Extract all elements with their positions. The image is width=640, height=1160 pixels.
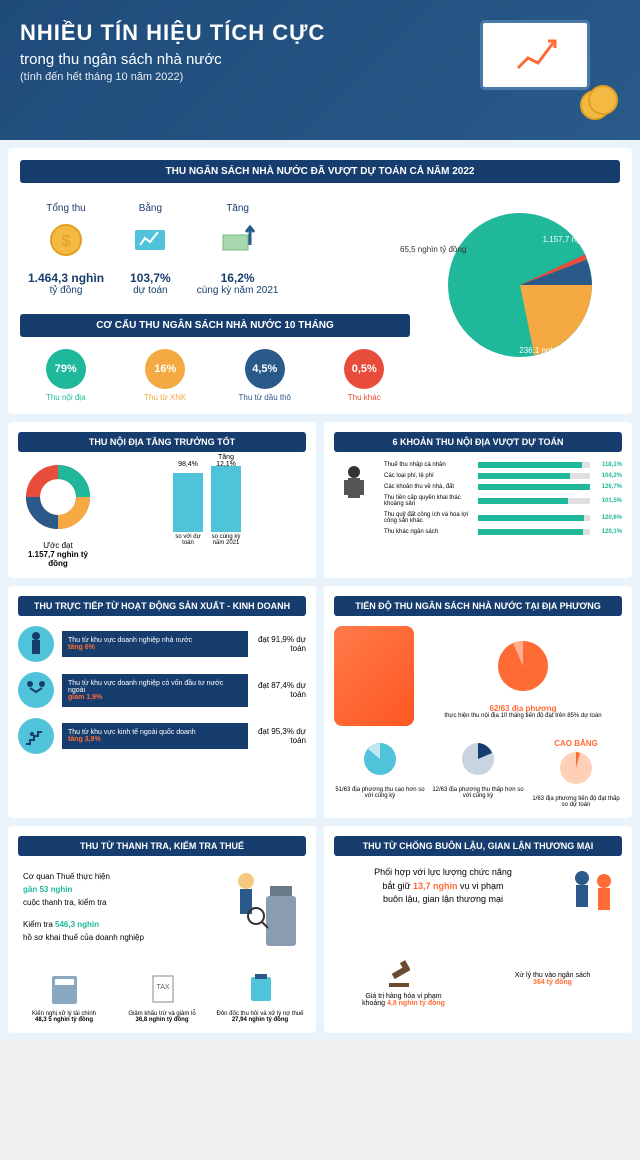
panel-fraud: THU TỪ CHỐNG BUÔN LẬU, GIAN LẬN THƯƠNG M… bbox=[324, 826, 632, 1033]
panel-six-items: 6 KHOẢN THU NỘI ĐỊA VƯỢT DỰ TOÁN Thuế th… bbox=[324, 422, 632, 578]
inspector-icon bbox=[226, 866, 306, 956]
biz-row-3: Thu từ khu vực kinh tế ngoài quốc doanht… bbox=[18, 718, 306, 754]
phone-icon bbox=[334, 626, 414, 726]
coin-stack-icon: $ bbox=[46, 220, 86, 260]
gavel-icon bbox=[384, 951, 424, 991]
calculator-icon bbox=[47, 971, 82, 1006]
money-arrow-icon bbox=[218, 220, 258, 260]
stairs-icon bbox=[18, 718, 54, 754]
audit-stats-row: Kiến nghị xử lý tài chính 48,3 5 nghìn t… bbox=[18, 971, 306, 1023]
header: NHIỀU TÍN HIỆU TÍCH CỰC trong thu ngân s… bbox=[0, 0, 640, 140]
banner-pie: CƠ CẤU THU NGÂN SÁCH NHÀ NƯỚC 10 THÁNG bbox=[20, 314, 410, 337]
infographic-page: NHIỀU TÍN HIỆU TÍCH CỰC trong thu ngân s… bbox=[0, 0, 640, 1041]
stat-equal: Bằng 103,7% dự toán bbox=[122, 195, 179, 304]
stat-total: Tổng thu $ 1.464,3 nghìn tỷ đồng bbox=[20, 195, 112, 304]
hbar-list: Thuế thu nhập cá nhân118,1% Các loại phí… bbox=[384, 462, 622, 540]
pie-chart-main: 1.157,7 nghìn tỷ đồng 236,1 nghìn tỷ đồn… bbox=[430, 195, 610, 375]
arrest-icon bbox=[562, 866, 622, 936]
clipboard-icon bbox=[243, 971, 278, 1006]
mini-bar-chart: 98,4% so với dự toán Tăng 12,1% so cùng … bbox=[108, 462, 306, 532]
pie-orange bbox=[493, 636, 553, 696]
laptop-illustration bbox=[480, 20, 620, 120]
handshake-icon bbox=[18, 672, 54, 708]
biz-row-2: Thu từ khu vực doanh nghiệp có vốn đầu t… bbox=[18, 672, 306, 708]
chart-monitor-icon bbox=[130, 220, 170, 260]
mini-pies-row: 51/63 địa phương thu cao hơn so với cùng… bbox=[334, 739, 622, 808]
percentage-legend: 79% Thu nội địa 16% Thu từ XNK 4,5% Thu … bbox=[20, 349, 410, 402]
stat-increase: Tăng 16,2% cùng kỳ năm 2021 bbox=[189, 195, 287, 304]
mini-pie-3 bbox=[556, 748, 596, 788]
svg-text:$: $ bbox=[62, 233, 71, 250]
pct-other: 0,5% Thu khác bbox=[319, 349, 411, 402]
panel-domestic-growth: THU NỘI ĐỊA TĂNG TRƯỞNG TỐT Ước đạt 1.15… bbox=[8, 422, 316, 578]
person-icon-1 bbox=[18, 626, 54, 662]
coins-icon bbox=[580, 80, 620, 120]
mini-pie-1 bbox=[360, 739, 400, 779]
section-budget-exceed: THU NGÂN SÁCH NHÀ NƯỚC ĐÃ VƯỢT DỰ TOÁN C… bbox=[8, 148, 632, 414]
tax-doc-icon: TAX bbox=[145, 971, 180, 1006]
panel-local: TIẾN ĐỘ THU NGÂN SÁCH NHÀ NƯỚC TẠI ĐỊA P… bbox=[324, 586, 632, 818]
pct-oil: 4,5% Thu từ dầu thô bbox=[219, 349, 311, 402]
panel-business: THU TRỰC TIẾP TỪ HOẠT ĐỘNG SẢN XUẤT - KI… bbox=[8, 586, 316, 818]
banner-1: THU NGÂN SÁCH NHÀ NƯỚC ĐÃ VƯỢT DỰ TOÁN C… bbox=[20, 160, 620, 183]
svg-text:TAX: TAX bbox=[156, 984, 169, 991]
panel-audit: THU TỪ THANH TRA, KIỂM TRA THUẾ Cơ quan … bbox=[8, 826, 316, 1033]
pct-xnk: 16% Thu từ XNK bbox=[120, 349, 212, 402]
donut-icon bbox=[23, 462, 93, 532]
fraud-stats-row: Giá trị hàng hóa vi phạm khoảng 4,8 nghì… bbox=[334, 951, 622, 1007]
biz-row-1: Thu từ khu vực doanh nghiệp nhà nướctăng… bbox=[18, 626, 306, 662]
mini-pie-2 bbox=[458, 739, 498, 779]
presenter-icon bbox=[334, 462, 374, 512]
pct-domestic: 79% Thu nội địa bbox=[20, 349, 112, 402]
